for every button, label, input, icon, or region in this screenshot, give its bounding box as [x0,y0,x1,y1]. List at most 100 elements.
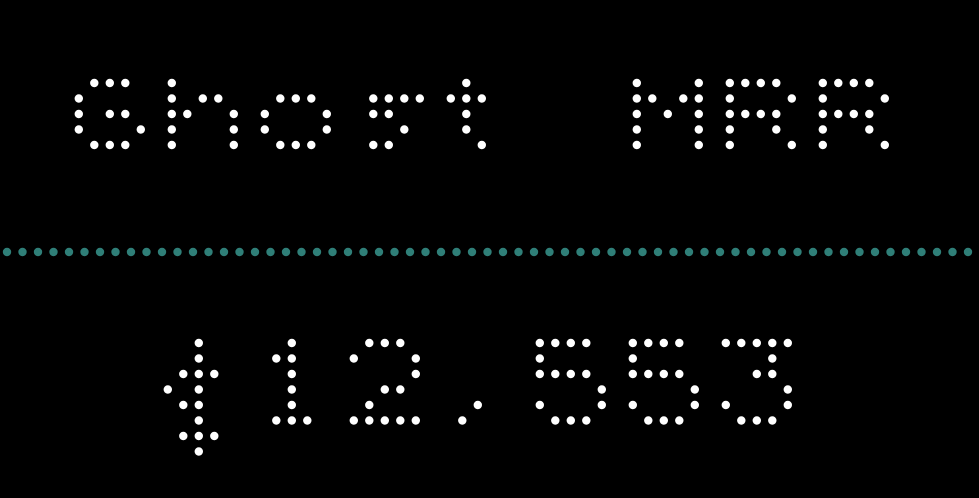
divider-dot [653,247,663,257]
title-dot [818,78,827,88]
value-dot [287,354,296,363]
title-dot [725,140,734,150]
value-dot [287,369,296,379]
title-dot [477,94,486,103]
title-dot [462,109,471,119]
title-dot [756,78,765,88]
title-dot [694,125,703,134]
value-dot [380,338,389,348]
title-dot [446,94,455,103]
title-dot [462,94,471,103]
title-dot [291,94,300,103]
value-dot [628,369,637,379]
title-dot [741,78,750,88]
title-dot [725,78,734,88]
title-dot [322,109,331,119]
divider-dot [111,247,120,257]
value-dot [194,369,203,379]
value-dot [675,369,684,379]
value-dot [210,431,219,441]
title-dot [477,140,486,150]
divider-dot [297,247,306,257]
title-dot [183,109,192,119]
divider-dot [762,247,771,257]
divider-dot [591,247,601,257]
divider-dot [142,247,151,257]
value-dot [473,400,482,410]
value-dot [287,338,296,348]
value-dot [396,385,405,394]
title-dot [369,94,378,103]
value-dot [768,369,777,379]
divider-dot [157,247,167,257]
title-dot [260,125,269,134]
title-dot [880,140,889,150]
title-dot [167,125,176,134]
value-dot [783,385,792,394]
divider-dot [917,247,926,257]
divider-dot [80,247,89,257]
title-dot [167,94,176,103]
title-dot [849,78,858,88]
value-dot [210,369,219,379]
divider-dot [49,247,58,257]
divider-dot [188,247,198,257]
divider-dot [467,247,477,257]
title-dot [818,125,827,134]
title-dot [787,94,796,103]
title-dot [74,125,84,134]
divider-dot [483,247,492,257]
value-dot [628,400,637,410]
value-dot [458,416,467,425]
divider-dot [731,247,740,257]
title-dot [632,109,641,119]
title-dot [834,78,843,88]
value-dot [659,369,668,379]
value-dot [179,400,188,410]
title-dot [369,140,378,150]
value-dot [566,369,575,379]
divider-dot [607,247,616,257]
value-dot [194,400,203,410]
value-dot [597,385,606,394]
value-dot [349,416,358,425]
value-dot [675,338,684,348]
title-dot [307,140,316,150]
title-dot [167,140,176,150]
value-dot [380,416,389,425]
title-dot [105,78,115,88]
title-dot [694,78,703,88]
title-dot [136,125,145,134]
title-dot [167,109,176,119]
title-dot [74,109,84,119]
divider-dot [886,247,895,257]
title-dot [849,109,858,119]
title-dot [725,109,734,119]
divider-dot [250,247,260,257]
divider-dot [173,247,182,257]
divider-dot [901,247,911,257]
value-dot [644,416,653,425]
value-dot [783,400,792,410]
divider-dot [126,247,136,257]
divider-dot [560,247,570,257]
title-dot [105,140,115,150]
value-dot [721,338,730,348]
divider-dot [715,247,725,257]
divider-dot [870,247,880,257]
divider-dot [684,247,694,257]
value-dot [272,354,281,363]
divider-dot [18,247,27,257]
value-dot [411,416,420,425]
value-dot [690,400,699,410]
divider-dot [64,247,74,257]
value-dot [194,385,203,394]
value-dot [644,369,653,379]
value-dot [752,416,761,425]
title-dot [632,125,641,134]
divider-dot [390,247,399,257]
value-dot [768,338,777,348]
value-dot [194,431,203,441]
value-dot [380,385,389,394]
